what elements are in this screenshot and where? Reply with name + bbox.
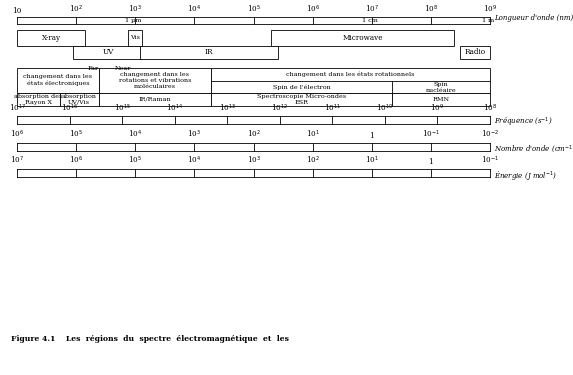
Text: 10$^{10}$: 10$^{10}$ [376, 103, 394, 114]
Text: 10$^1$: 10$^1$ [305, 129, 320, 140]
Text: IR/Raman: IR/Raman [139, 97, 171, 102]
Text: 1 cm: 1 cm [362, 18, 378, 23]
Text: 1 m: 1 m [482, 18, 494, 23]
Text: Fréquence (s$^{-1}$): Fréquence (s$^{-1}$) [494, 116, 553, 129]
Text: 10$^{17}$: 10$^{17}$ [9, 103, 26, 114]
Text: 10$^{15}$: 10$^{15}$ [113, 103, 131, 114]
Bar [99, 68, 211, 93]
Text: 10$^5$: 10$^5$ [69, 129, 83, 140]
Text: 10$^9$: 10$^9$ [430, 103, 445, 114]
Text: Nombre d'onde (cm$^{-1}$): Nombre d'onde (cm$^{-1}$) [494, 143, 573, 155]
Text: 10$^4$: 10$^4$ [128, 129, 143, 140]
Text: 10$^3$: 10$^3$ [128, 3, 142, 15]
Text: 10$^{14}$: 10$^{14}$ [166, 103, 183, 114]
Text: 10: 10 [13, 7, 22, 15]
Text: 10$^1$: 10$^1$ [365, 155, 379, 166]
Text: 10$^{-2}$: 10$^{-2}$ [481, 129, 499, 140]
Text: IR: IR [205, 48, 214, 56]
Text: 10$^3$: 10$^3$ [246, 155, 261, 166]
Text: Longueur d'onde (nm): Longueur d'onde (nm) [494, 14, 573, 22]
Text: absorption des
Rayon X: absorption des Rayon X [14, 94, 62, 105]
Text: Radio: Radio [465, 48, 486, 56]
Text: 10$^3$: 10$^3$ [187, 129, 202, 140]
Bar [140, 46, 278, 59]
Text: 1: 1 [370, 132, 374, 140]
Text: 10$^4$: 10$^4$ [187, 155, 202, 166]
Text: Near: Near [115, 66, 131, 70]
Bar [17, 30, 85, 46]
Bar [460, 46, 490, 59]
Text: Spectroscopie Micro-ondes
ESR: Spectroscopie Micro-ondes ESR [257, 94, 346, 105]
Bar [99, 93, 211, 106]
Text: changement dans les
états électroniques: changement dans les états électroniques [23, 74, 92, 86]
Text: 10$^4$: 10$^4$ [187, 3, 202, 15]
Bar [73, 46, 143, 59]
Text: UV: UV [102, 48, 113, 56]
Text: Figure 4.1    Les  régions  du  spectre  électromagnétique  et  les: Figure 4.1 Les régions du spectre électr… [11, 335, 289, 344]
Text: Far: Far [87, 66, 98, 70]
Text: 10$^5$: 10$^5$ [128, 155, 142, 166]
Text: Spin
nucléaire: Spin nucléaire [426, 82, 457, 93]
Text: Vis: Vis [131, 35, 140, 40]
Text: absorption
UV/Vis: absorption UV/Vis [62, 94, 97, 105]
Bar [60, 93, 99, 106]
Text: 1: 1 [429, 159, 433, 166]
Text: 10$^6$: 10$^6$ [305, 3, 320, 15]
Text: 10$^{11}$: 10$^{11}$ [324, 103, 341, 114]
Text: 10$^{-1}$: 10$^{-1}$ [481, 155, 499, 166]
Text: 10$^7$: 10$^7$ [10, 155, 24, 166]
Text: 10$^2$: 10$^2$ [305, 155, 320, 166]
Text: 10$^8$: 10$^8$ [424, 3, 438, 15]
Bar [211, 93, 393, 106]
Text: 10$^2$: 10$^2$ [69, 3, 83, 15]
Text: 10$^{13}$: 10$^{13}$ [219, 103, 236, 114]
Text: 10$^6$: 10$^6$ [69, 155, 83, 166]
Bar [17, 68, 99, 93]
Text: Spin de l'électron: Spin de l'électron [273, 84, 331, 90]
Text: changement dans les
rotations et vibrations
moléculaires: changement dans les rotations et vibrati… [119, 72, 191, 89]
Text: 10$^{16}$: 10$^{16}$ [61, 103, 79, 114]
Bar [17, 93, 60, 106]
Text: 10$^{12}$: 10$^{12}$ [271, 103, 288, 114]
Bar [128, 30, 143, 46]
Text: 10$^8$: 10$^8$ [483, 103, 497, 114]
Text: 10$^2$: 10$^2$ [246, 129, 261, 140]
Text: 10$^6$: 10$^6$ [10, 129, 24, 140]
Text: 10$^9$: 10$^9$ [483, 3, 497, 15]
Bar [211, 68, 490, 93]
Text: changement dans les états rotationnels: changement dans les états rotationnels [286, 72, 415, 77]
Text: 10$^7$: 10$^7$ [364, 3, 379, 15]
Bar [393, 93, 490, 106]
Text: 10$^5$: 10$^5$ [246, 3, 261, 15]
Text: Microwave: Microwave [343, 34, 383, 42]
Text: 10$^{-1}$: 10$^{-1}$ [422, 129, 440, 140]
Text: 1 µm: 1 µm [125, 18, 142, 23]
Text: Énergie (J mol$^{-1}$): Énergie (J mol$^{-1}$) [494, 169, 558, 182]
Text: X-ray: X-ray [42, 34, 61, 42]
Bar [271, 30, 454, 46]
Text: RMN: RMN [433, 97, 450, 102]
